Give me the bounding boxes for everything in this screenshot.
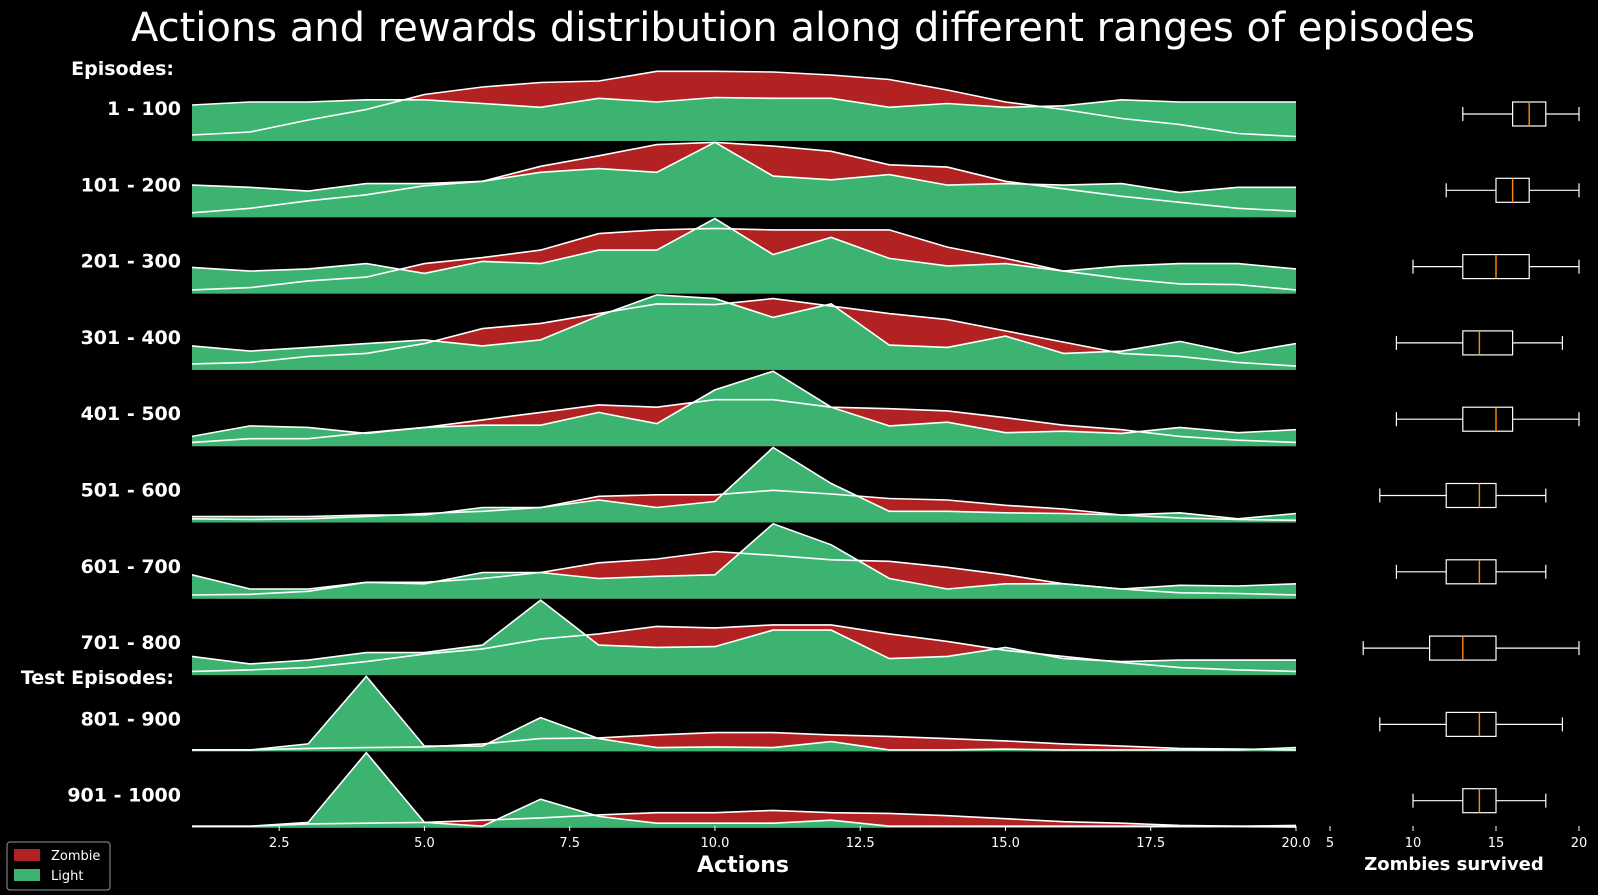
zombie-line [191, 70, 1297, 138]
boxplot-panel [1362, 101, 1580, 814]
boxplot [1395, 406, 1580, 432]
light-area [192, 142, 1296, 218]
legend-label-light: Light [51, 869, 83, 884]
boxplot [1462, 101, 1580, 127]
light-area [192, 294, 1296, 370]
legend-swatch-zombie [14, 849, 40, 861]
ridge-row-label: 801 - 900 [81, 708, 181, 730]
light-area [192, 447, 1296, 523]
ridge-row-label: 701 - 800 [81, 632, 181, 654]
legend-swatch-light [14, 869, 40, 881]
ridge-row-label: 301 - 400 [81, 327, 181, 349]
ridge-row-label: 401 - 500 [81, 403, 181, 425]
box-x-tick-label: 20 [1571, 836, 1588, 851]
light-line [192, 446, 1297, 520]
zombie-line [192, 809, 1297, 828]
ridge-row: 701 - 800 [81, 599, 1297, 676]
boxplot [1412, 254, 1580, 280]
iqr-box [1445, 559, 1497, 585]
light-area [192, 371, 1296, 447]
ridge-row: 801 - 900 [81, 675, 1297, 752]
light-line [191, 370, 1297, 438]
light-line [192, 675, 1297, 751]
iqr-box [1445, 482, 1497, 509]
ridge-row-label: 601 - 700 [81, 556, 181, 578]
group-label-episodes: Episodes: [71, 58, 174, 80]
iqr-box [1462, 406, 1514, 432]
zombies-axis-title: Zombies survived [1364, 854, 1544, 875]
x-tick-label: 15.0 [991, 836, 1020, 851]
ridge-row: 501 - 600 [81, 446, 1297, 523]
ridgeline-plot: 1 - 100 101 - 200 201 - 300 301 - 400 401 - … [67, 70, 1297, 828]
zombie-line [191, 227, 1297, 291]
actions-x-axis: 2.5 5.0 7.5 10.0 12.5 15.0 17.5 20.0 [269, 826, 1311, 851]
chart-title: Actions and rewards distribution along d… [131, 5, 1475, 51]
x-tick-label: 10.0 [700, 836, 729, 851]
light-line [192, 751, 1297, 828]
zombie-area [192, 810, 1296, 828]
ridge-row: 1 - 100 [107, 70, 1297, 141]
boxplot [1395, 330, 1564, 356]
light-line [191, 599, 1296, 665]
boxplot [1412, 788, 1547, 814]
x-tick-label: 5.0 [414, 836, 435, 851]
light-area [192, 218, 1296, 294]
x-tick-label: 7.5 [559, 836, 580, 851]
ridge-row: 901 - 1000 [67, 751, 1297, 828]
light-line [191, 522, 1297, 590]
boxplot [1362, 635, 1580, 661]
light-line [191, 294, 1297, 355]
box-x-tick-label: 10 [1405, 836, 1422, 851]
boxplot [1379, 711, 1564, 738]
legend: Zombie Light [6, 841, 111, 891]
ridge-row-label: 101 - 200 [81, 174, 181, 196]
x-tick-label: 20.0 [1282, 836, 1311, 851]
ridge-row: 401 - 500 [81, 370, 1297, 447]
actions-axis-title: Actions [697, 853, 789, 878]
x-tick-label: 12.5 [846, 836, 875, 851]
ridge-row-label: 201 - 300 [81, 251, 181, 273]
zombie-line [191, 141, 1297, 214]
boxplot [1379, 482, 1547, 509]
ridge-row: 101 - 200 [81, 141, 1297, 218]
box-x-tick-label: 5 [1326, 836, 1334, 851]
light-area [192, 97, 1296, 141]
light-line [191, 217, 1297, 275]
boxplot [1445, 177, 1580, 203]
boxplot [1395, 559, 1547, 585]
box-x-tick-label: 15 [1488, 836, 1505, 851]
ridge-row: 201 - 300 [81, 217, 1297, 294]
light-line [191, 141, 1296, 194]
ridge-row-label: 501 - 600 [81, 480, 181, 502]
ridge-row-label: 901 - 1000 [67, 785, 181, 807]
iqr-box [1445, 711, 1497, 738]
zombies-x-axis: 5 10 15 20 [1326, 826, 1587, 851]
zombie-line [192, 731, 1297, 751]
x-tick-label: 2.5 [269, 836, 290, 851]
ridge-row: 601 - 700 [81, 522, 1297, 599]
x-tick-label: 17.5 [1136, 836, 1165, 851]
group-label-test-episodes: Test Episodes: [21, 667, 174, 689]
light-line [191, 96, 1296, 109]
ridge-row: 301 - 400 [81, 294, 1297, 370]
ridge-row-label: 1 - 100 [107, 98, 181, 120]
legend-label-zombie: Zombie [51, 849, 100, 864]
iqr-box [1462, 330, 1514, 356]
light-area [192, 600, 1296, 676]
